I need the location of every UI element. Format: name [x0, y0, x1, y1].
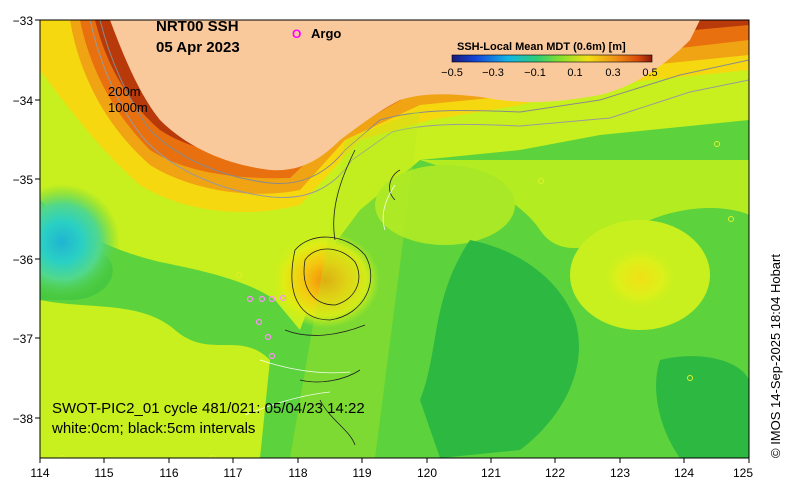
- x-tick-label: 120: [417, 466, 437, 480]
- depth-label-200m: 200m: [108, 84, 141, 99]
- colorbar-tick: −0.5: [441, 67, 463, 79]
- x-tick-label: 114: [30, 466, 49, 480]
- colorbar-title: SSH-Local Mean MDT (0.6m) [m]: [457, 41, 626, 53]
- swot-pass-label: SWOT-PIC2_01 cycle 481/021: 05/04/23 14:…: [52, 400, 365, 417]
- y-axis: [35, 19, 40, 419]
- argo-legend-label: Argo: [311, 26, 341, 41]
- y-tick-label: −38: [13, 412, 34, 426]
- map-title-line2: 05 Apr 2023: [156, 39, 240, 56]
- y-tick-label: −36: [13, 253, 34, 267]
- x-tick-label: 115: [94, 466, 113, 480]
- y-tick-label: −37: [13, 332, 34, 346]
- y-tick-label: −35: [13, 173, 34, 187]
- y-tick-label: −33: [13, 14, 34, 28]
- x-tick-label: 123: [610, 466, 630, 480]
- argo-legend-marker: O: [292, 27, 301, 41]
- x-tick-label: 116: [159, 466, 178, 480]
- ssh-field: [40, 20, 749, 458]
- x-tick-label: 124: [674, 466, 694, 480]
- colorbar-tick: 0.1: [567, 67, 582, 79]
- x-tick-label: 117: [223, 466, 242, 480]
- x-tick-label: 119: [352, 466, 371, 480]
- colorbar: SSH-Local Mean MDT (0.6m) [m] −0.5 −0.3 …: [441, 41, 658, 79]
- plot-frame: [39, 19, 750, 459]
- colorbar-tick: −0.1: [524, 67, 546, 79]
- colorbar-tick: 0.5: [642, 67, 657, 79]
- y-tick-label: −34: [13, 94, 34, 108]
- map-title-line1: NRT00 SSH: [156, 18, 239, 35]
- depth-label-1000m: 1000m: [108, 100, 148, 115]
- x-axis: [39, 458, 750, 463]
- colorbar-tick: −0.3: [482, 67, 504, 79]
- x-tick-label: 125: [733, 466, 753, 480]
- x-tick-label: 122: [545, 466, 565, 480]
- contour-interval-note: white:0cm; black:5cm intervals: [51, 420, 255, 437]
- credit-label: © IMOS 14-Sep-2025 18:04 Hobart: [768, 254, 783, 458]
- x-tick-label: 118: [288, 466, 307, 480]
- colorbar-tick: 0.3: [605, 67, 620, 79]
- x-tick-label: 121: [481, 466, 501, 480]
- colorbar-scale: [451, 54, 653, 63]
